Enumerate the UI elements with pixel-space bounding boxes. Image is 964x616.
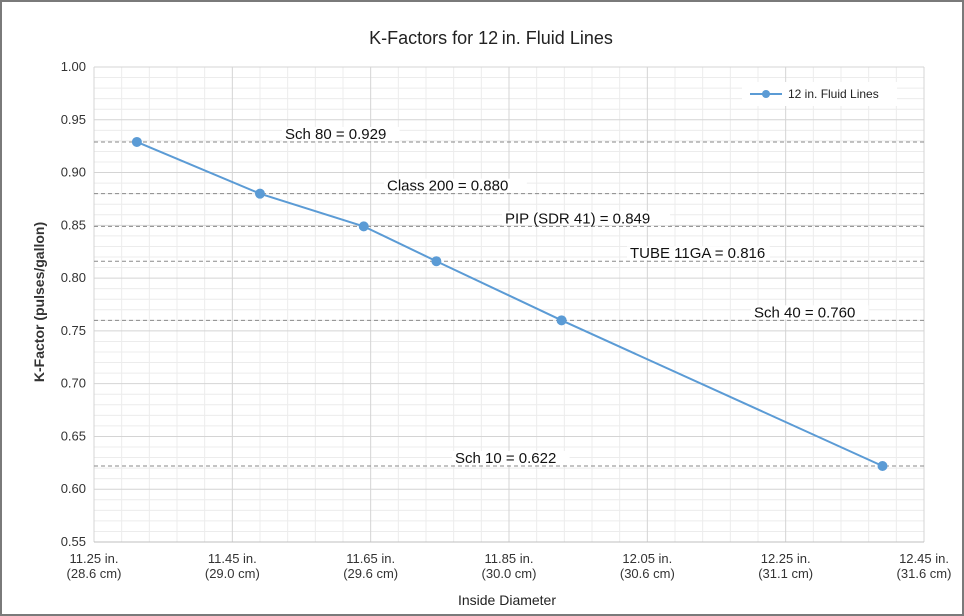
series-line [136, 141, 883, 467]
x-tick-label: 12.45 in. [899, 551, 949, 566]
annotations: Sch 80 = 0.929 Class 200 = 0.880 PIP (SDR … [282, 126, 869, 467]
x-tick-label: 12.25 in. [761, 551, 811, 566]
y-tick-label: 0.60 [61, 481, 86, 496]
data-point [131, 136, 142, 147]
reference-label: PIP (SDR 41) = 0.849 [505, 210, 650, 227]
y-tick-label: 1.00 [61, 59, 86, 74]
reference-label: Sch 10 = 0.622 [455, 450, 556, 467]
data-point [556, 315, 567, 326]
series [131, 136, 888, 471]
reference-label-backdrop [502, 211, 670, 226]
x-tick-label: 11.45 in. [208, 551, 257, 566]
data-point [255, 188, 265, 199]
reference-label-backdrop [282, 126, 400, 141]
x-tick-sublabel: (31.6 cm) [897, 566, 952, 581]
y-tick-label: 0.80 [61, 270, 86, 285]
legend-series-marker [762, 90, 770, 98]
x-tick-label: 11.25 in. [70, 551, 119, 566]
reference-label-backdrop [627, 246, 770, 261]
y-tick-label: 0.85 [61, 217, 86, 232]
x-tick-sublabel: (28.6 cm) [67, 566, 122, 581]
y-tick-label: 0.70 [61, 376, 86, 391]
x-tick-label: 12.05 in. [622, 551, 672, 566]
x-tick-sublabel: (30.6 cm) [620, 566, 675, 581]
y-tick-label: 0.55 [61, 534, 86, 549]
chart-title: K-Factors for 12 in. Fluid Lines [369, 28, 613, 48]
x-tick-sublabel: (29.6 cm) [343, 566, 398, 581]
reference-label: Class 200 = 0.880 [387, 178, 508, 195]
data-point [431, 256, 442, 267]
axes: 0.55 0.60 0.65 0.70 0.75 0.80 0.85 0.90 0.95 1.00… [61, 59, 952, 581]
x-tick-label: 11.65 in. [346, 551, 395, 566]
y-axis-label: K-Factor (pulses/gallon) [31, 222, 47, 382]
y-tick-label: 0.65 [61, 428, 86, 443]
reference-label: Sch 80 = 0.929 [285, 126, 386, 143]
x-tick-sublabel: (29.0 cm) [205, 566, 260, 581]
y-tick-label: 0.95 [61, 112, 86, 127]
reference-label-backdrop [452, 451, 570, 465]
legend-series-label: 12 in. Fluid Lines [788, 87, 879, 101]
x-tick-sublabel: (30.0 cm) [482, 566, 537, 581]
reference-label-backdrop [751, 305, 869, 320]
data-point [358, 221, 369, 232]
reference-lines [94, 141, 924, 467]
reference-label: TUBE 11GA = 0.816 [630, 245, 765, 262]
x-tick-sublabel: (31.1 cm) [758, 566, 813, 581]
y-tick-label: 0.90 [61, 165, 86, 180]
x-axis-label: Inside Diameter [458, 592, 556, 608]
reference-label: Sch 40 = 0.760 [754, 304, 855, 321]
data-point [877, 461, 888, 471]
x-tick-label: 11.85 in. [485, 551, 534, 566]
y-tick-label: 0.75 [61, 323, 86, 338]
legend: 12 in. Fluid Lines [742, 82, 897, 106]
reference-label-backdrop [384, 178, 527, 193]
